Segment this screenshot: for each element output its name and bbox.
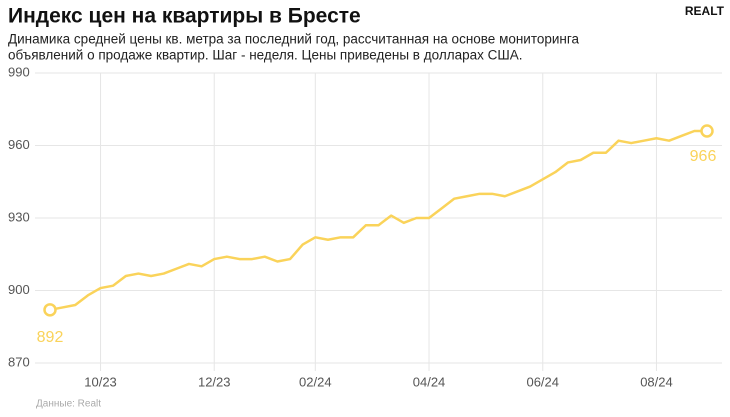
- line: [49, 129, 707, 312]
- chart-title: Индекс цен на квартиры в Бресте: [8, 5, 361, 28]
- y-tick-label: 960: [8, 137, 30, 152]
- x-tick-label: 08/24: [640, 374, 673, 389]
- x-tick-label: 06/24: [526, 374, 559, 389]
- x-tick-label: 02/24: [299, 374, 332, 389]
- end-point: [700, 124, 714, 138]
- y-tick-label: 990: [8, 64, 30, 79]
- y-tick-label: 900: [8, 282, 30, 297]
- y-tick-label: 870: [8, 354, 30, 369]
- x-tick-label: 12/23: [198, 374, 231, 389]
- x-tick-label: 04/24: [413, 374, 446, 389]
- brand-logo: REALT: [685, 4, 725, 18]
- value-label: 892: [37, 329, 64, 346]
- y-tick-label: 930: [8, 209, 30, 224]
- source: Данные: Realt: [36, 399, 101, 410]
- x-tick-label: 10/23: [84, 374, 117, 389]
- end-point: [43, 303, 57, 317]
- subtitle: объявлений о продаже квартир. Шаг - неде…: [8, 48, 522, 63]
- subtitle: Динамика средней цены кв. метра за после…: [8, 32, 580, 47]
- value-label: 966: [690, 148, 717, 165]
